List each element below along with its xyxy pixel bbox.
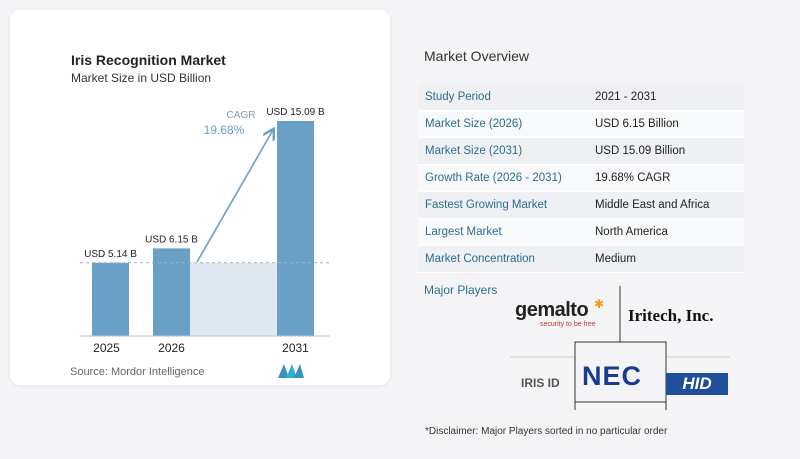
nec-logo: NEC (582, 361, 643, 391)
data-label-2026: USD 6.15 B (145, 234, 198, 245)
chart-subtitle: Market Size in USD Billion (71, 71, 212, 85)
overview-row: Market Size (2026) USD 6.15 Billion (418, 110, 744, 138)
overview-row: Market Size (2031) USD 15.09 Billion (418, 137, 744, 165)
overview-key: Growth Rate (2026 - 2031) (418, 164, 588, 192)
overview-row: Study Period 2021 - 2031 (418, 84, 744, 111)
overview-key: Study Period (418, 84, 588, 111)
overview-value: Middle East and Africa (588, 191, 744, 219)
bar-chart: USD 5.14 B 2025 USD 6.15 B 2026 USD 15.09 B 2… (80, 107, 330, 355)
chart-source: Source: Mordor Intelligence (70, 366, 205, 378)
data-label-2031: USD 15.09 B (266, 107, 325, 118)
x-tick-2031: 2031 (282, 341, 309, 355)
overview-key: Largest Market (418, 218, 588, 246)
overview-value: Medium (588, 245, 744, 273)
gemalto-star-icon: ✱ (594, 297, 605, 311)
overview-key: Fastest Growing Market (418, 191, 588, 219)
overview-key: Market Concentration (418, 245, 588, 273)
bar-2031 (277, 121, 314, 336)
irisid-logo: IRIS ID (521, 376, 560, 390)
overview-key: Market Size (2026) (418, 110, 588, 138)
overview-key: Market Size (2031) (418, 137, 588, 165)
overview-value: 2021 - 2031 (588, 84, 744, 111)
major-players-title: Major Players (424, 283, 498, 297)
overview-value: North America (588, 218, 744, 246)
market-overview-title: Market Overview (424, 48, 530, 64)
cagr-arrow (196, 130, 273, 263)
overview-row: Market Concentration Medium (418, 245, 744, 273)
overview-row: Growth Rate (2026 - 2031) 19.68% CAGR (418, 164, 744, 192)
data-label-2025: USD 5.14 B (84, 249, 137, 260)
hid-logo: HID (666, 373, 728, 395)
mordor-logo-icon (278, 364, 304, 378)
gemalto-tagline: security to be free (540, 321, 596, 328)
overview-value: USD 6.15 Billion (588, 110, 744, 138)
x-tick-2025: 2025 (93, 341, 120, 355)
overview-value: 19.68% CAGR (588, 164, 744, 192)
disclaimer: *Disclaimer: Major Players sorted in no … (425, 426, 668, 437)
overview-row: Fastest Growing Market Middle East and Af… (418, 191, 744, 219)
gemalto-logo: gemalto (515, 299, 589, 321)
cagr-label: CAGR (227, 110, 256, 121)
bar-2025 (92, 262, 129, 336)
market-overview-table: Study Period 2021 - 2031 Market Size (2026… (418, 84, 744, 273)
x-tick-2026: 2026 (158, 341, 185, 355)
cagr-value: 19.68% (204, 123, 245, 137)
overview-row: Largest Market North America (418, 218, 744, 246)
gap-region (190, 262, 277, 336)
overview-value: USD 15.09 Billion (588, 137, 744, 165)
chart-title: Iris Recognition Market (71, 52, 226, 68)
iritech-logo: Iritech, Inc. (628, 306, 714, 325)
